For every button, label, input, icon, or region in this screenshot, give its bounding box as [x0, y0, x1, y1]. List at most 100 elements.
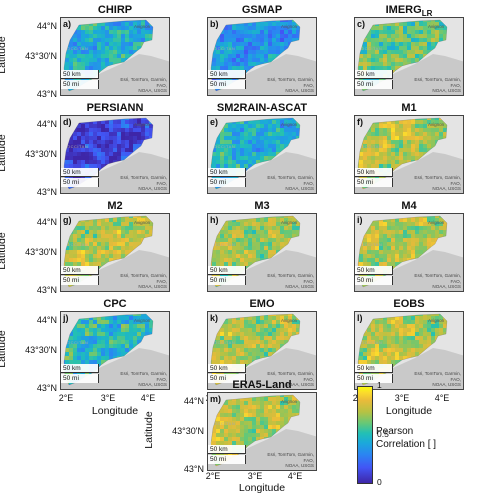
grid-cell — [252, 222, 256, 226]
grid-cell — [64, 128, 65, 132]
grid-cell — [81, 148, 85, 152]
grid-cell — [236, 26, 240, 30]
grid-cell — [256, 120, 260, 124]
grid-cell — [236, 128, 240, 132]
grid-cell — [387, 22, 391, 26]
grid-cell — [93, 50, 97, 54]
grid-cell — [228, 164, 232, 168]
attribution-line2: NOAA, USGS — [432, 88, 461, 94]
grid-cell — [228, 136, 232, 140]
grid-cell — [256, 46, 260, 50]
grid-cell — [153, 132, 157, 136]
grid-cell — [459, 18, 463, 22]
grid-cell — [304, 54, 308, 58]
map-panel[interactable]: f) Avignon OCCITAN 50 km 50 mi Esri, TomTom, … — [354, 115, 464, 194]
grid-cell — [220, 132, 224, 136]
grid-cell — [93, 136, 97, 140]
grid-cell — [73, 238, 77, 242]
grid-cell — [316, 86, 317, 90]
grid-cell — [375, 42, 379, 46]
grid-cell — [459, 22, 463, 26]
grid-cell — [391, 144, 395, 148]
grid-cell — [244, 168, 248, 172]
map-panel[interactable]: d) Avignon OCCITAN 50 km 50 mi Esri, TomTom, … — [60, 115, 170, 194]
grid-cell — [157, 234, 161, 238]
grid-cell — [451, 34, 455, 38]
grid-cell — [407, 62, 411, 66]
grid-cell — [165, 250, 169, 254]
grid-cell — [252, 218, 256, 222]
grid-cell — [141, 136, 145, 140]
grid-cell — [169, 124, 170, 128]
grid-cell — [85, 144, 89, 148]
grid-cell — [379, 242, 383, 246]
grid-cell — [395, 128, 399, 132]
grid-cell — [145, 34, 149, 38]
grid-cell — [137, 230, 141, 234]
grid-cell — [363, 136, 367, 140]
grid-cell — [383, 234, 387, 238]
grid-cell — [268, 218, 272, 222]
grid-cell — [419, 34, 423, 38]
grid-cell — [316, 116, 317, 120]
grid-cell — [403, 216, 407, 218]
grid-cell — [169, 222, 170, 226]
grid-cell — [383, 132, 387, 136]
grid-cell — [256, 216, 260, 218]
grid-cell — [157, 218, 161, 222]
grid-cell — [109, 222, 113, 226]
map-panel[interactable]: h) Avignon OCCITAN 50 km 50 mi Esri, TomTom, … — [207, 213, 317, 292]
grid-cell — [69, 148, 73, 152]
grid-cell — [113, 132, 117, 136]
grid-cell — [292, 50, 296, 54]
grid-cell — [296, 38, 300, 42]
grid-cell — [248, 164, 252, 168]
grid-cell — [73, 136, 77, 140]
grid-cell — [137, 26, 141, 30]
grid-cell — [256, 144, 260, 148]
grid-cell — [296, 124, 300, 128]
grid-cell — [316, 34, 317, 38]
map-panel[interactable]: e) Avignon OCCITAN 50 km 50 mi Esri, TomTom, … — [207, 115, 317, 194]
grid-cell — [69, 30, 73, 34]
grid-cell — [216, 144, 220, 148]
grid-cell — [407, 226, 411, 230]
grid-cell — [232, 226, 236, 230]
map-panel[interactable]: c) Avignon OCCITAN 50 km 50 mi Esri, TomTom, … — [354, 17, 464, 96]
grid-cell — [85, 246, 89, 250]
grid-cell — [316, 156, 317, 160]
grid-cell — [69, 156, 73, 160]
grid-cell — [264, 218, 268, 222]
grid-cell — [312, 42, 316, 46]
grid-cell — [371, 262, 375, 266]
grid-cell — [64, 140, 65, 144]
grid-cell — [284, 238, 288, 242]
attribution-line1: Esri, TomTom, Garmin, FAO, — [267, 273, 314, 284]
grid-cell — [375, 34, 379, 38]
map-panel[interactable]: b) Avignon OCCITAN 50 km 50 mi Esri, TomTom, … — [207, 17, 317, 96]
grid-cell — [244, 226, 248, 230]
grid-cell — [316, 176, 317, 180]
grid-cell — [399, 50, 403, 54]
grid-cell — [371, 34, 375, 38]
grid-cell — [391, 54, 395, 58]
grid-cell — [391, 266, 395, 270]
grid-cell — [280, 230, 284, 234]
grid-cell — [288, 218, 292, 222]
grid-cell — [367, 34, 371, 38]
grid-cell — [272, 226, 276, 230]
grid-cell — [133, 34, 137, 38]
map-panel[interactable]: a) Avignon OCCITAN 50 km 50 mi Esri, TomTom, … — [60, 17, 170, 96]
panel-title: CHIRP — [60, 4, 170, 16]
grid-cell — [121, 218, 125, 222]
panel-label: h) — [210, 215, 219, 225]
map-panel[interactable]: g) Avignon OCCITAN 50 km 50 mi Esri, TomTom, … — [60, 213, 170, 292]
grid-cell — [280, 128, 284, 132]
grid-cell — [395, 42, 399, 46]
map-panel[interactable]: i) Avignon OCCITAN 50 km 50 mi Esri, TomTom, … — [354, 213, 464, 292]
grid-cell — [105, 234, 109, 238]
grid-cell — [216, 38, 220, 42]
grid-cell — [288, 136, 292, 140]
grid-cell — [240, 254, 244, 258]
grid-cell — [407, 218, 411, 222]
